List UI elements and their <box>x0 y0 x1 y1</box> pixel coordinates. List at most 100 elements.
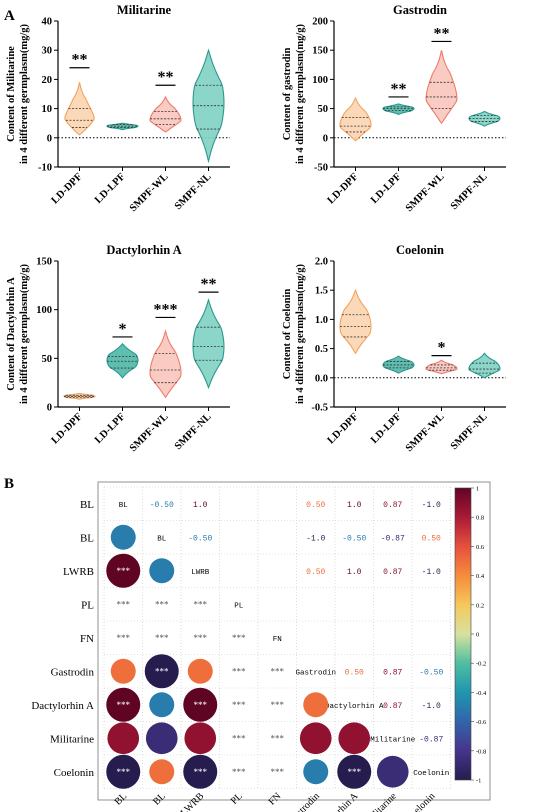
significance-label: *** <box>154 301 178 318</box>
correlation-value-label: -0.50 <box>150 501 174 510</box>
diagonal-label: LWRB <box>191 569 210 577</box>
colorbar-tick-label: -0.2 <box>476 661 486 668</box>
colorbar-tick-label: 0.6 <box>476 544 485 551</box>
y-tick-label: 40 <box>42 17 53 28</box>
correlation-circle <box>183 754 218 789</box>
significance-label: ** <box>72 52 88 69</box>
correlation-value-label: -0.87 <box>381 534 405 543</box>
column-label: FN <box>267 791 284 808</box>
correlation-value-label: -0.50 <box>342 534 366 543</box>
colorbar-tick-label: -0.6 <box>476 719 487 726</box>
violin-panel-1: Militarine Content of Militarine in 4 diff… <box>6 3 230 214</box>
y-tick-label: 2.0 <box>315 257 328 268</box>
correlation-value-label: 1.0 <box>193 501 208 510</box>
row-label: FN <box>80 633 94 645</box>
y-axis-label: in 4 different germplasm(mg/g) <box>295 23 306 164</box>
violin-panel-4: Coelonin Content of Coelonin in 4 differen… <box>282 243 506 454</box>
correlation-value-label: 1.0 <box>347 501 362 510</box>
x-tick-label: SMPF-WL <box>404 411 447 454</box>
circle-significance-label: *** <box>348 767 362 777</box>
correlation-value-label: 0.50 <box>306 568 325 577</box>
colorbar-tick-label: -1 <box>476 778 481 785</box>
diagonal-label: BL <box>119 502 129 510</box>
correlation-value-label: 0.87 <box>383 501 402 510</box>
x-tick-label: LD-DPF <box>50 171 85 206</box>
x-tick-label: LD-LPF <box>93 411 128 446</box>
correlation-circle <box>376 755 409 788</box>
x-tick-label: SMPF-NL <box>449 411 490 452</box>
significance-stars: *** <box>117 633 131 643</box>
significance-stars: *** <box>232 633 246 643</box>
column-label: BL <box>151 791 168 808</box>
colorbar-tick-label: 1 <box>476 486 479 493</box>
significance-stars: *** <box>232 767 246 777</box>
violin-shape <box>149 95 182 133</box>
circle-significance-label: *** <box>194 767 208 777</box>
diagonal-label: Gastrodin <box>295 669 336 677</box>
y-tick-label: 30 <box>42 46 53 57</box>
colorbar-tick-label: -0.4 <box>476 690 487 697</box>
correlation-value-label: -0.50 <box>188 534 212 543</box>
significance-stars: *** <box>232 666 246 676</box>
y-tick-label: 10 <box>42 104 53 115</box>
diagonal-label: PL <box>234 602 244 610</box>
correlation-circle <box>303 759 329 785</box>
y-tick-label: 1.5 <box>315 286 328 297</box>
correlation-value-label: 0.50 <box>345 668 364 677</box>
x-tick-label: SMPF-NL <box>173 411 214 452</box>
correlation-circle <box>187 658 213 684</box>
significance-stars: *** <box>271 666 285 676</box>
significance-label: ** <box>391 81 407 98</box>
colorbar-tick-label: 0.8 <box>476 515 484 522</box>
x-tick-label: LD-LPF <box>93 171 128 206</box>
colorbar-tick-label: 0.4 <box>476 573 485 580</box>
correlation-value-label: 1.0 <box>347 568 362 577</box>
correlation-circle <box>110 658 136 684</box>
y-tick-label: 100 <box>312 75 328 86</box>
x-tick-label: SMPF-WL <box>128 171 171 214</box>
correlation-circle <box>337 754 372 789</box>
y-tick-label: 20 <box>42 75 53 86</box>
correlation-circle <box>106 553 141 588</box>
diagonal-label: Coelonin <box>413 770 449 778</box>
colorbar <box>454 487 472 781</box>
y-tick-label: 1.0 <box>315 315 328 326</box>
colorbar-tick-label: 0 <box>476 632 479 639</box>
y-tick-label: 0.0 <box>315 373 328 384</box>
violin-shape <box>425 359 458 375</box>
correlation-value-label: 0.87 <box>383 702 402 711</box>
correlation-circle <box>107 722 140 755</box>
y-axis-label: Content of Coelonin <box>282 289 293 380</box>
row-label: LWRB <box>63 566 94 578</box>
significance-label: ** <box>158 69 174 86</box>
y-axis-label: in 4 different germplasm(mg/g) <box>19 263 30 404</box>
correlation-value-label: -0.50 <box>419 668 443 677</box>
correlation-circle <box>106 754 141 789</box>
violin-shape <box>106 342 139 379</box>
diagonal-label: Dactylorhin A <box>325 703 384 711</box>
violin-shape <box>149 329 182 399</box>
y-tick-label: -50 <box>314 163 328 174</box>
y-tick-label: -0.5 <box>311 403 328 414</box>
y-tick-label: 0 <box>47 403 52 414</box>
circle-significance-label: *** <box>117 700 131 710</box>
row-label: Militarine <box>50 733 94 745</box>
colorbar-tick-label: 0.2 <box>476 602 484 609</box>
correlation-value-label: -1.0 <box>422 702 441 711</box>
significance-stars: *** <box>155 633 169 643</box>
y-tick-label: 0.5 <box>315 344 328 355</box>
correlation-circle <box>299 722 332 755</box>
chart-title: Dactylorhin A <box>106 243 181 257</box>
significance-label: ** <box>201 276 217 293</box>
diagonal-label: Militarine <box>370 736 415 744</box>
correlation-circle <box>149 692 175 718</box>
violin-panel-2: Gastrodin Content of gastrodin in 4 differ… <box>282 3 506 214</box>
violin-shape <box>339 288 372 355</box>
significance-label: * <box>119 321 127 338</box>
correlation-circle <box>110 524 136 550</box>
x-tick-label: SMPF-NL <box>173 171 214 212</box>
correlation-value-label: 0.87 <box>383 568 402 577</box>
row-label: Dactylorhin A <box>31 700 94 712</box>
